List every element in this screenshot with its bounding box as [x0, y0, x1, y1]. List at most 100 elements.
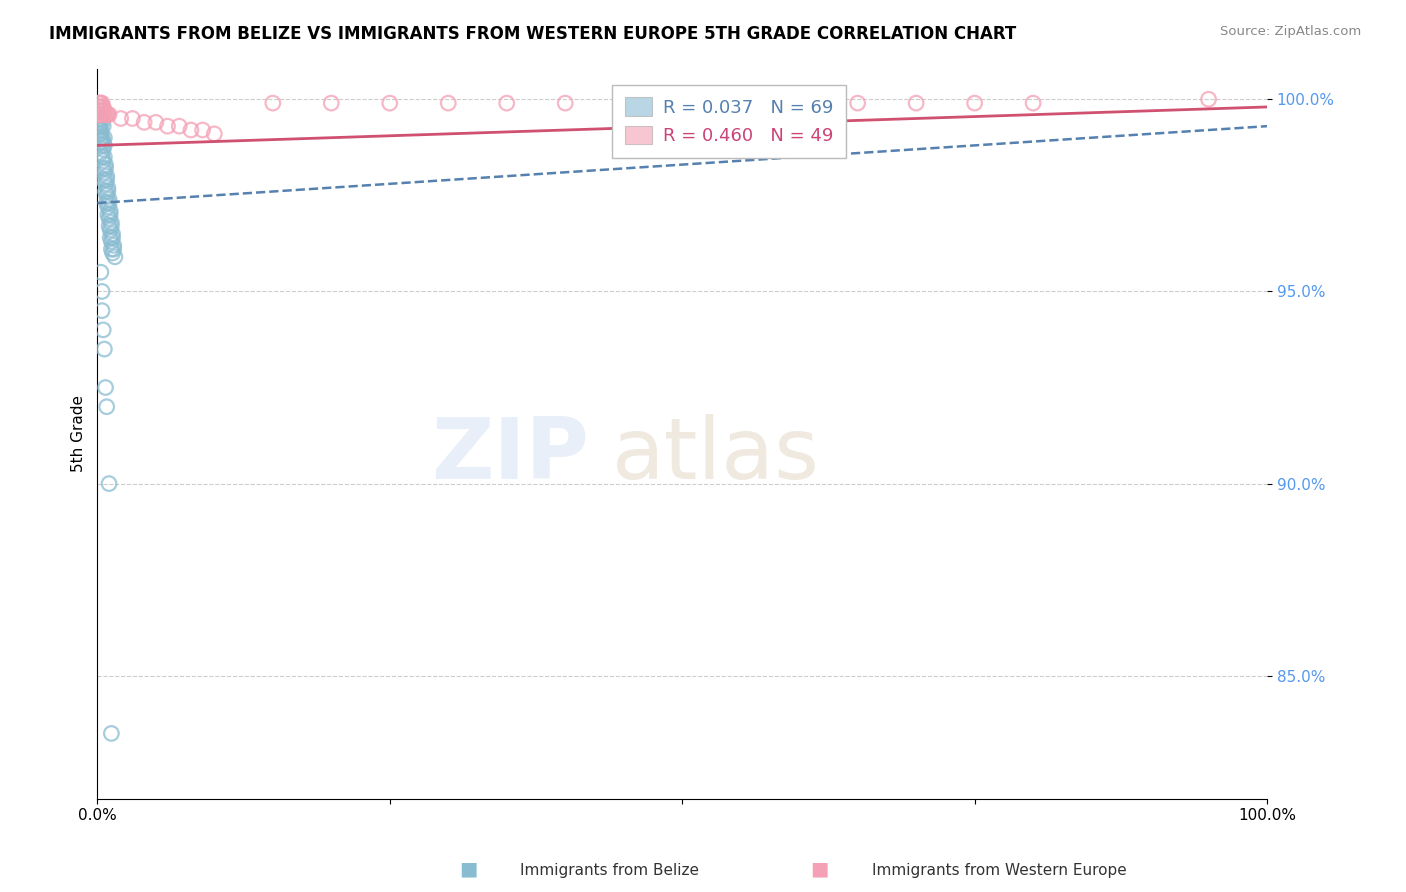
Point — [91, 100, 114, 114]
Point — [89, 103, 111, 118]
Point — [87, 96, 110, 111]
Point — [437, 96, 460, 111]
Point — [98, 203, 121, 218]
Point — [87, 108, 110, 122]
Point — [93, 342, 115, 356]
Point — [98, 476, 121, 491]
Point — [96, 169, 118, 183]
Text: atlas: atlas — [612, 414, 820, 497]
Point — [103, 238, 125, 252]
Point — [98, 223, 121, 237]
Point — [145, 115, 167, 129]
Point — [91, 100, 114, 114]
Point — [91, 135, 114, 149]
Point — [93, 138, 115, 153]
Point — [96, 196, 118, 211]
Point — [1198, 92, 1220, 106]
Point — [91, 103, 114, 118]
Point — [87, 112, 110, 126]
Point — [90, 112, 112, 126]
Point — [90, 146, 112, 161]
Text: ■: ■ — [810, 859, 830, 879]
Text: ZIP: ZIP — [430, 414, 589, 497]
Point — [98, 230, 121, 244]
Point — [87, 115, 110, 129]
Point — [378, 96, 401, 111]
Point — [98, 219, 121, 233]
Point — [97, 185, 120, 199]
Point — [180, 123, 202, 137]
Point — [94, 158, 117, 172]
Point — [101, 230, 124, 244]
Point — [98, 208, 121, 222]
Point — [89, 100, 111, 114]
Point — [90, 123, 112, 137]
Point — [93, 173, 115, 187]
Point — [89, 119, 111, 133]
Point — [94, 380, 117, 394]
Point — [94, 185, 117, 199]
Point — [134, 115, 156, 129]
Point — [91, 108, 114, 122]
Point — [91, 303, 114, 318]
Point — [671, 96, 693, 111]
Point — [191, 123, 214, 137]
Point — [91, 138, 114, 153]
Point — [156, 119, 179, 133]
Point — [90, 130, 112, 145]
Point — [91, 115, 114, 129]
Point — [613, 96, 636, 111]
Point — [89, 96, 111, 111]
Point — [787, 96, 810, 111]
Point — [94, 177, 117, 191]
Point — [96, 108, 118, 122]
Point — [87, 108, 110, 122]
Point — [93, 130, 115, 145]
Point — [96, 173, 118, 187]
Point — [104, 250, 127, 264]
Point — [554, 96, 576, 111]
Point — [90, 100, 112, 114]
Legend: R = 0.037   N = 69, R = 0.460   N = 49: R = 0.037 N = 69, R = 0.460 N = 49 — [612, 85, 846, 158]
Point — [1022, 96, 1045, 111]
Point — [91, 323, 114, 337]
Text: Immigrants from Western Europe: Immigrants from Western Europe — [872, 863, 1126, 878]
Point — [94, 161, 117, 176]
Point — [963, 96, 986, 111]
Point — [98, 192, 121, 206]
Point — [90, 96, 112, 111]
Point — [321, 96, 343, 111]
Text: Immigrants from Belize: Immigrants from Belize — [520, 863, 699, 878]
Point — [93, 103, 115, 118]
Point — [90, 127, 112, 141]
Point — [96, 188, 118, 202]
Point — [121, 112, 143, 126]
Point — [89, 108, 111, 122]
Point — [110, 112, 132, 126]
Point — [91, 150, 114, 164]
Point — [101, 246, 124, 260]
Point — [90, 265, 112, 279]
Point — [89, 119, 111, 133]
Point — [94, 108, 117, 122]
Point — [87, 103, 110, 118]
Point — [846, 96, 869, 111]
Point — [100, 219, 122, 233]
Point — [89, 108, 111, 122]
Point — [202, 127, 225, 141]
Point — [87, 103, 110, 118]
Point — [91, 96, 114, 111]
Point — [103, 242, 125, 256]
Point — [91, 103, 114, 118]
Point — [91, 119, 114, 133]
Point — [97, 200, 120, 214]
Point — [98, 211, 121, 226]
Y-axis label: 5th Grade: 5th Grade — [72, 395, 86, 472]
Text: IMMIGRANTS FROM BELIZE VS IMMIGRANTS FROM WESTERN EUROPE 5TH GRADE CORRELATION C: IMMIGRANTS FROM BELIZE VS IMMIGRANTS FRO… — [49, 25, 1017, 43]
Text: Source: ZipAtlas.com: Source: ZipAtlas.com — [1220, 25, 1361, 38]
Point — [91, 153, 114, 168]
Point — [730, 96, 752, 111]
Point — [91, 161, 114, 176]
Point — [100, 726, 122, 740]
Point — [167, 119, 190, 133]
